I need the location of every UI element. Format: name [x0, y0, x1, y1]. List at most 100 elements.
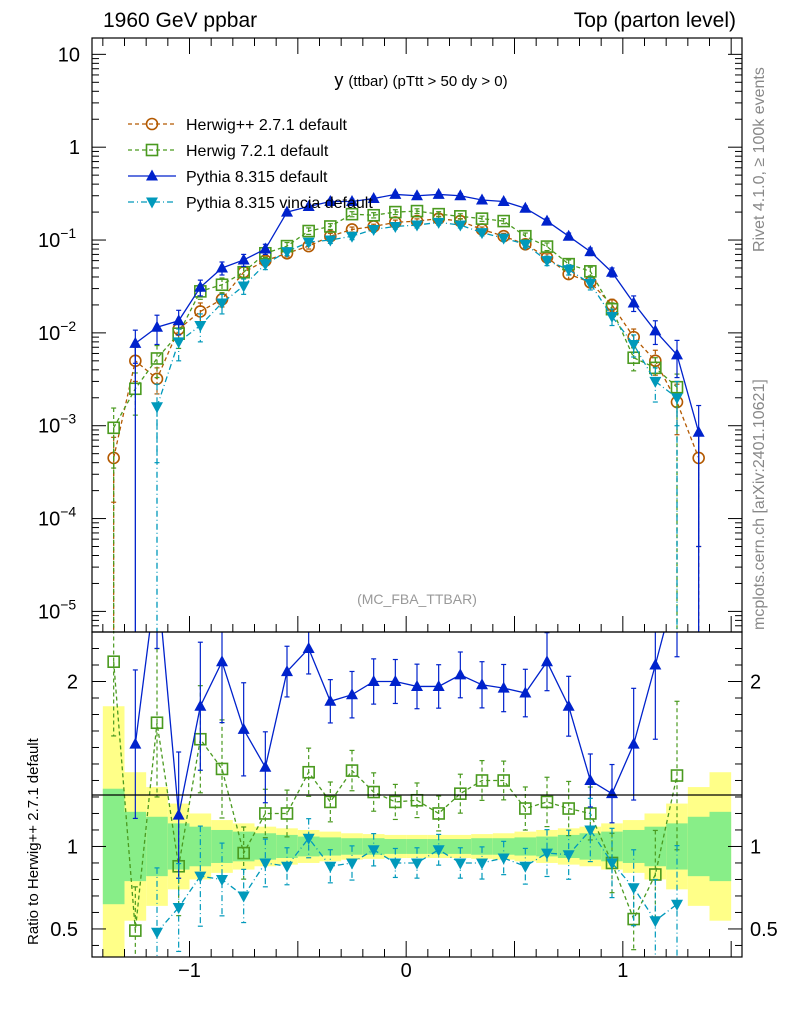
data-point [432, 845, 445, 857]
y-tick-label: 10−4 [38, 504, 76, 531]
band-inner [254, 833, 277, 860]
band-inner [146, 816, 168, 877]
data-point [216, 874, 228, 886]
data-point [172, 808, 185, 820]
legend-label: Herwig++ 2.7.1 default [186, 117, 348, 134]
data-point [302, 199, 315, 211]
band-inner [709, 811, 732, 882]
y-tick-exponent: −3 [60, 411, 76, 427]
data-point [562, 265, 575, 277]
data-point [346, 195, 358, 207]
data-point [281, 247, 293, 259]
data-point [324, 795, 337, 809]
ratio-ylabel: Ratio to Herwig++ 2.7.1 default [25, 737, 42, 945]
data-point [259, 242, 272, 254]
data-point [627, 737, 640, 749]
data-point [476, 678, 488, 690]
band-inner [514, 837, 537, 856]
data-point [671, 899, 683, 911]
y-tick-label: 10 [58, 44, 80, 66]
data-point [519, 239, 532, 251]
y-tick-label: 1 [69, 137, 80, 159]
data-point [237, 253, 250, 265]
ratio-tick-label-right: 2 [750, 671, 761, 693]
legend-marker [146, 169, 158, 181]
legend-marker [146, 197, 158, 209]
band-inner [124, 811, 147, 882]
data-point [432, 807, 445, 820]
ratio-tick-label-right: 0.5 [750, 919, 778, 941]
data-point [281, 665, 293, 677]
y-tick-mantissa: 10 [38, 230, 60, 252]
ratio-series-layer [107, 632, 684, 957]
y-tick-exponent: −5 [60, 596, 76, 612]
data-point [302, 765, 315, 779]
data-point [389, 187, 402, 199]
series-line [113, 210, 678, 429]
y-tick-mantissa: 1 [69, 137, 80, 159]
legend-entry: Herwig 7.2.1 default [128, 143, 329, 160]
data-point [584, 265, 597, 278]
data-point [107, 421, 120, 435]
series-pythia-8-315-default [129, 632, 680, 879]
legend: Herwig++ 2.7.1 default Herwig 7.2.1 defau… [128, 117, 373, 212]
legend-marker [145, 117, 159, 131]
data-point [497, 774, 510, 787]
y-tick-label: 10−1 [38, 225, 76, 252]
y-tick-exponent: −2 [60, 318, 76, 334]
data-point [627, 339, 640, 351]
data-point [411, 858, 423, 870]
y-tick-mantissa: 10 [38, 416, 60, 438]
mcplots-label: mcplots.cern.ch [arXiv:2401.10621] [751, 379, 768, 630]
data-point [627, 883, 640, 895]
data-point [367, 208, 380, 222]
data-point [584, 279, 597, 291]
data-point [649, 324, 662, 336]
data-point [215, 278, 229, 292]
band-inner [406, 839, 428, 854]
data-point [216, 655, 228, 667]
series-line [134, 632, 665, 816]
data-point [324, 195, 337, 207]
y-tick-mantissa: 10 [38, 601, 60, 623]
data-point [670, 769, 684, 782]
series-herwig-7-2-1-default [107, 204, 684, 632]
data-point [519, 802, 532, 815]
data-point [367, 674, 380, 686]
ratio-tick-label-left: 1 [67, 836, 78, 858]
data-point [389, 858, 402, 870]
data-point [151, 927, 163, 939]
data-point [432, 679, 445, 691]
data-point [541, 214, 553, 226]
data-point [411, 220, 423, 232]
data-point [519, 861, 532, 873]
data-point [584, 245, 597, 257]
data-point [562, 802, 575, 815]
band-inner [189, 826, 212, 867]
data-point [367, 845, 380, 857]
title-description: (ttbar) (pTtt > 50 dy > 0) [348, 73, 507, 90]
data-point [671, 348, 683, 360]
band-inner [384, 839, 407, 854]
data-point [649, 658, 662, 670]
data-point [475, 774, 489, 787]
rivet-label: Rivet 4.1.0, ≥ 100k events [751, 67, 768, 252]
data-point [345, 764, 359, 777]
data-point [150, 352, 164, 365]
data-point [345, 207, 359, 221]
data-point [476, 858, 488, 870]
data-point [627, 296, 640, 308]
ratio-tick-label-left: 2 [67, 671, 78, 693]
data-point [237, 722, 250, 734]
y-tick-mantissa: 10 [38, 509, 60, 531]
series-herwig-7-2-1-default [107, 632, 684, 957]
y-tick-mantissa: 10 [58, 44, 80, 66]
data-point [497, 853, 510, 865]
data-point [194, 321, 207, 333]
legend-label: Pythia 8.315 default [186, 169, 328, 186]
plot-title: y (ttbar) (pTtt > 50 dy > 0) [334, 70, 507, 90]
data-point [606, 787, 618, 799]
data-point [302, 224, 315, 238]
data-point [237, 846, 250, 860]
